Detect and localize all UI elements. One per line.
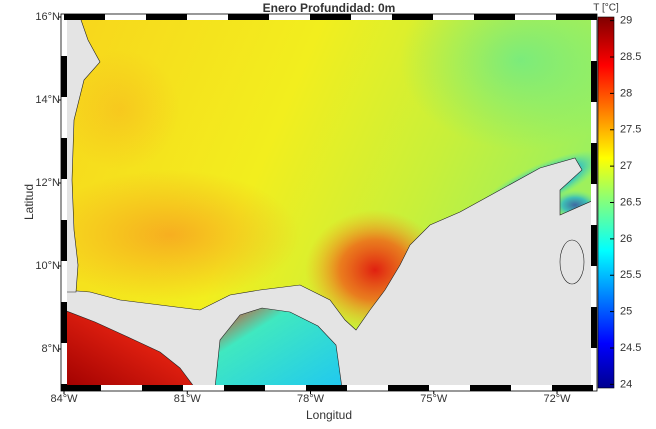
colorbar-tick-label: 24: [620, 378, 632, 390]
colorbar-tick-label: 24.5: [620, 342, 641, 354]
colorbar-tick-label: 26.5: [620, 196, 641, 208]
colorbar-tick-label: 28.5: [620, 51, 641, 63]
y-tick-label: 12°N: [35, 177, 60, 189]
colorbar-tick-label: 27.5: [620, 124, 641, 136]
y-tick-label: 8°N: [42, 343, 61, 355]
colorbar-tick-label: 29: [620, 15, 632, 27]
land-west: [64, 17, 101, 293]
land: [64, 157, 594, 388]
frame-outline: [60, 13, 598, 392]
colorbar-label: T [°C]: [593, 3, 619, 14]
y-tick-label: 16°N: [35, 11, 60, 23]
x-tick-label: 72°W: [544, 393, 572, 405]
x-tick-label: 81°W: [174, 393, 202, 405]
pacific-west: [64, 309, 196, 388]
colorbar-tick-label: 25.5: [620, 269, 641, 281]
colorbar-tick-label: 27: [620, 160, 632, 172]
lake: [559, 239, 585, 285]
colorbar-tick-label: 28: [620, 87, 632, 99]
x-tick-label: 75°W: [420, 393, 448, 405]
frame-ticks: [61, 14, 597, 391]
y-tick-label: 10°N: [35, 260, 60, 272]
title: Enero Profundidad: 0m: [263, 1, 396, 15]
temperature-field: [64, 17, 594, 388]
y-axis-label: Latitud: [22, 184, 36, 220]
x-tick-label: 78°W: [297, 393, 325, 405]
x-tick-label: 84°W: [50, 393, 78, 405]
colorbar-tick-label: 25: [620, 306, 632, 318]
y-tick-label: 14°N: [35, 94, 60, 106]
pacific-gulf: [214, 307, 343, 388]
x-axis-label: Longitud: [306, 408, 352, 422]
colorbar-tick-label: 26: [620, 233, 632, 245]
